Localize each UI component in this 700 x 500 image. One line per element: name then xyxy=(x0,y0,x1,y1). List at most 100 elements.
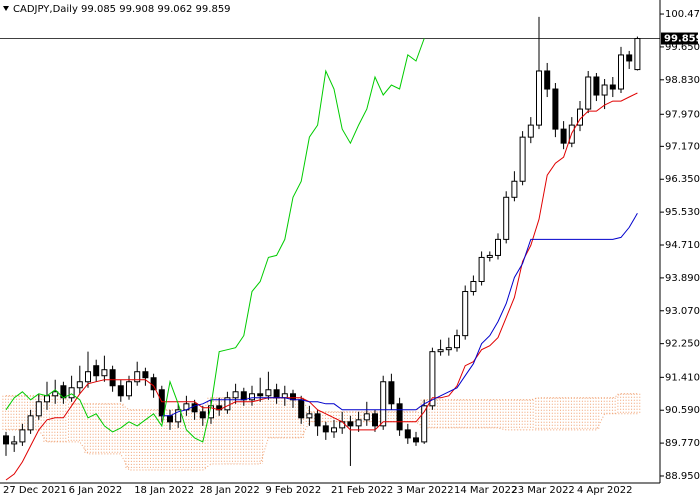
candle-body xyxy=(626,54,633,62)
x-tick-label: 18 Jan 2022 xyxy=(134,485,194,496)
candle-body xyxy=(134,371,141,383)
candle-body xyxy=(224,397,231,411)
candle-body xyxy=(322,425,329,433)
candle-body xyxy=(470,280,477,293)
candle-body xyxy=(76,381,83,389)
y-tick-label: 93.070 xyxy=(665,306,700,317)
candle-body xyxy=(339,421,346,429)
candle-body xyxy=(306,413,313,419)
candle-body xyxy=(11,441,18,445)
y-tick-label: 99.650 xyxy=(665,42,700,53)
x-tick-label: 28 Jan 2022 xyxy=(200,485,260,496)
candle-body xyxy=(3,435,9,445)
candle-body xyxy=(85,371,91,383)
candle-body xyxy=(609,84,616,90)
y-tick-label: 92.250 xyxy=(665,339,700,350)
candle-body xyxy=(44,395,50,403)
candle-body xyxy=(167,415,173,423)
plot xyxy=(0,16,660,481)
x-tick-label: 6 Jan 2022 xyxy=(69,485,123,496)
candle-body xyxy=(462,291,469,337)
x-tick-label: 3 Mar 2022 xyxy=(397,485,454,496)
candle-body xyxy=(68,387,75,399)
candle-body xyxy=(454,335,460,349)
candle-body xyxy=(363,413,370,421)
candle-body xyxy=(404,429,411,439)
candle-body xyxy=(634,38,641,71)
kijun-line xyxy=(161,213,638,417)
candle-body xyxy=(585,76,592,110)
candle-body xyxy=(158,389,165,417)
cloud-edge xyxy=(6,413,638,471)
candle-body xyxy=(109,369,116,387)
candle-body xyxy=(142,371,149,379)
candle-body xyxy=(240,391,247,401)
candle-body xyxy=(265,389,272,397)
candle-body xyxy=(273,389,280,399)
candle-body xyxy=(388,381,395,405)
candle-body xyxy=(19,429,26,443)
candle-body xyxy=(232,391,239,399)
y-tick-label: 89.770 xyxy=(665,438,700,449)
candle-body xyxy=(199,411,206,419)
candle-body xyxy=(445,347,452,351)
y-tick-label: 90.590 xyxy=(665,405,700,416)
candle-body xyxy=(437,349,444,353)
candle-body xyxy=(396,403,403,431)
x-tick-label: 21 Feb 2022 xyxy=(331,485,393,496)
x-tick-label: 27 Dec 2021 xyxy=(3,485,67,496)
candle-body xyxy=(601,84,608,96)
candle-body xyxy=(503,196,510,240)
y-tick-label: 97.970 xyxy=(665,109,700,120)
cloud-edge xyxy=(6,393,638,413)
candle-body xyxy=(191,403,198,413)
candle-body xyxy=(117,385,124,397)
candle-body xyxy=(429,351,436,407)
y-tick-label: 97.170 xyxy=(665,141,700,152)
menu-triangle[interactable] xyxy=(3,6,9,11)
candle-body xyxy=(27,415,34,431)
candle-body xyxy=(593,76,600,96)
candle-body xyxy=(560,128,567,144)
x-tick-label: 4 Apr 2022 xyxy=(577,485,632,496)
candle-body xyxy=(552,88,559,130)
candle-body xyxy=(544,70,551,90)
price-tag-label: 99.859 xyxy=(664,34,700,45)
y-tick-label: 100.470 xyxy=(665,9,700,20)
candle-body xyxy=(249,393,255,401)
candle-body xyxy=(281,393,288,399)
candle-body xyxy=(298,399,305,419)
candle-body xyxy=(527,124,534,138)
candle-body xyxy=(93,365,100,377)
candle-body xyxy=(519,136,526,182)
tenkan-line xyxy=(5,92,638,481)
candle-body xyxy=(495,238,501,256)
y-tick-label: 93.890 xyxy=(665,273,700,284)
y-tick-label: 95.530 xyxy=(665,207,700,218)
candle-body xyxy=(380,381,387,427)
candle-body xyxy=(150,377,157,391)
x-tick-label: 14 Mar 2022 xyxy=(454,485,517,496)
candle-body xyxy=(355,419,362,427)
candle-body xyxy=(101,369,108,377)
candle-body xyxy=(421,405,428,443)
x-tick-label: 23 Mar 2022 xyxy=(511,485,574,496)
chart-title: CADJPY,Daily 99.085 99.908 99.062 99.859 xyxy=(13,4,231,15)
y-tick-label: 98.830 xyxy=(665,75,700,86)
candle-body xyxy=(126,381,132,397)
candle-body xyxy=(372,413,378,427)
y-tick-label: 96.350 xyxy=(665,174,700,185)
y-tick-label: 88.950 xyxy=(665,471,700,482)
candle-body xyxy=(257,393,264,397)
candle-body xyxy=(618,54,624,90)
candle-body xyxy=(314,413,321,427)
price-tag xyxy=(661,32,698,45)
candle-body xyxy=(413,437,419,443)
candle-body xyxy=(511,180,518,198)
candle-body xyxy=(52,391,59,397)
chikou-line xyxy=(5,38,425,443)
y-tick-label: 94.710 xyxy=(665,240,700,251)
candle-body xyxy=(331,427,337,433)
candle-body xyxy=(35,401,42,417)
